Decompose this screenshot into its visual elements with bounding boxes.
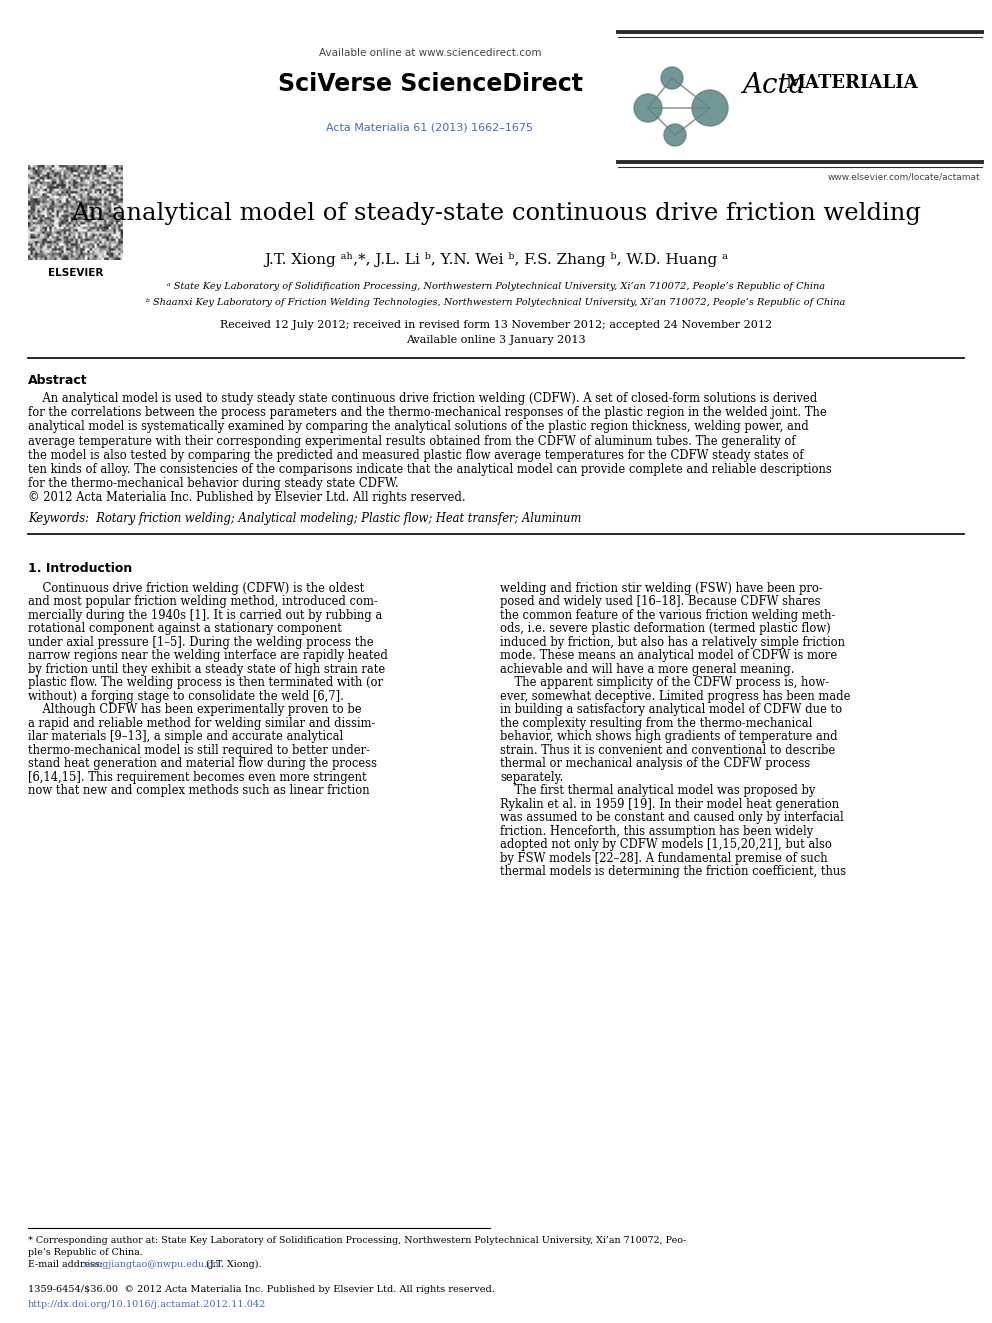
Text: * Corresponding author at: State Key Laboratory of Solidification Processing, No: * Corresponding author at: State Key Lab… [28, 1236, 686, 1245]
Text: xiongjiangtao@nwpu.edu.cn: xiongjiangtao@nwpu.edu.cn [83, 1259, 219, 1269]
Text: behavior, which shows high gradients of temperature and: behavior, which shows high gradients of … [500, 730, 837, 744]
Text: ilar materials [9–13], a simple and accurate analytical: ilar materials [9–13], a simple and accu… [28, 730, 343, 744]
Text: The first thermal analytical model was proposed by: The first thermal analytical model was p… [500, 785, 815, 796]
Text: ᵇ Shaanxi Key Laboratory of Friction Welding Technologies, Northwestern Polytech: ᵇ Shaanxi Key Laboratory of Friction Wel… [146, 298, 846, 307]
Text: friction. Henceforth, this assumption has been widely: friction. Henceforth, this assumption ha… [500, 824, 813, 837]
Text: the model is also tested by comparing the predicted and measured plastic flow av: the model is also tested by comparing th… [28, 448, 804, 462]
Text: by friction until they exhibit a steady state of high strain rate: by friction until they exhibit a steady … [28, 663, 385, 676]
Circle shape [664, 124, 686, 146]
Text: Acta: Acta [742, 71, 806, 99]
Text: ever, somewhat deceptive. Limited progress has been made: ever, somewhat deceptive. Limited progre… [500, 689, 850, 703]
Text: (J.T. Xiong).: (J.T. Xiong). [203, 1259, 262, 1269]
Text: achievable and will have a more general meaning.: achievable and will have a more general … [500, 663, 795, 676]
Circle shape [692, 90, 728, 126]
Text: Available online at www.sciencedirect.com: Available online at www.sciencedirect.co… [318, 48, 542, 58]
Text: ods, i.e. severe plastic deformation (termed plastic flow): ods, i.e. severe plastic deformation (te… [500, 622, 830, 635]
Text: 1359-6454/$36.00  © 2012 Acta Materialia Inc. Published by Elsevier Ltd. All rig: 1359-6454/$36.00 © 2012 Acta Materialia … [28, 1285, 495, 1294]
Text: thermo-mechanical model is still required to better under-: thermo-mechanical model is still require… [28, 744, 370, 757]
Text: Acta Materialia 61 (2013) 1662–1675: Acta Materialia 61 (2013) 1662–1675 [326, 122, 534, 132]
Text: rotational component against a stationary component: rotational component against a stationar… [28, 622, 342, 635]
Text: 1. Introduction: 1. Introduction [28, 561, 132, 574]
Text: mode. These means an analytical model of CDFW is more: mode. These means an analytical model of… [500, 650, 837, 662]
Text: thermal models is determining the friction coefficient, thus: thermal models is determining the fricti… [500, 865, 846, 878]
Text: stand heat generation and material flow during the process: stand heat generation and material flow … [28, 757, 377, 770]
Text: without) a forging stage to consolidate the weld [6,7].: without) a forging stage to consolidate … [28, 689, 344, 703]
Text: average temperature with their corresponding experimental results obtained from : average temperature with their correspon… [28, 434, 796, 447]
Circle shape [661, 67, 683, 89]
Text: SciVerse ScienceDirect: SciVerse ScienceDirect [278, 71, 582, 97]
Text: ᵃ State Key Laboratory of Solidification Processing, Northwestern Polytechnical : ᵃ State Key Laboratory of Solidification… [167, 282, 825, 291]
Text: posed and widely used [16–18]. Because CDFW shares: posed and widely used [16–18]. Because C… [500, 595, 820, 609]
Text: Available online 3 January 2013: Available online 3 January 2013 [406, 335, 586, 345]
Text: now that new and complex methods such as linear friction: now that new and complex methods such as… [28, 785, 370, 796]
Text: in building a satisfactory analytical model of CDFW due to: in building a satisfactory analytical mo… [500, 703, 842, 716]
Text: Rykalin et al. in 1959 [19]. In their model heat generation: Rykalin et al. in 1959 [19]. In their mo… [500, 798, 839, 811]
Text: MATERIALIA: MATERIALIA [785, 74, 918, 93]
Text: www.elsevier.com/locate/actamat: www.elsevier.com/locate/actamat [827, 172, 980, 181]
Text: An analytical model is used to study steady state continuous drive friction weld: An analytical model is used to study ste… [28, 392, 817, 405]
Text: mercially during the 1940s [1]. It is carried out by rubbing a: mercially during the 1940s [1]. It is ca… [28, 609, 382, 622]
Text: a rapid and reliable method for welding similar and dissim-: a rapid and reliable method for welding … [28, 717, 375, 729]
Text: ELSEVIER: ELSEVIER [48, 269, 103, 278]
Text: J.T. Xiong ᵃʰ,*, J.L. Li ᵇ, Y.N. Wei ᵇ, F.S. Zhang ᵇ, W.D. Huang ᵃ: J.T. Xiong ᵃʰ,*, J.L. Li ᵇ, Y.N. Wei ᵇ, … [264, 251, 728, 267]
Text: ten kinds of alloy. The consistencies of the comparisons indicate that the analy: ten kinds of alloy. The consistencies of… [28, 463, 831, 476]
Text: Although CDFW has been experimentally proven to be: Although CDFW has been experimentally pr… [28, 703, 362, 716]
Text: analytical model is systematically examined by comparing the analytical solution: analytical model is systematically exami… [28, 421, 808, 434]
Text: welding and friction stir welding (FSW) have been pro-: welding and friction stir welding (FSW) … [500, 582, 822, 594]
Text: An analytical model of steady-state continuous drive friction welding: An analytical model of steady-state cont… [71, 202, 921, 225]
Text: separately.: separately. [500, 770, 563, 783]
Text: the common feature of the various friction welding meth-: the common feature of the various fricti… [500, 609, 835, 622]
Text: narrow regions near the welding interface are rapidly heated: narrow regions near the welding interfac… [28, 650, 388, 662]
Text: [6,14,15]. This requirement becomes even more stringent: [6,14,15]. This requirement becomes even… [28, 770, 367, 783]
Text: by FSW models [22–28]. A fundamental premise of such: by FSW models [22–28]. A fundamental pre… [500, 852, 827, 865]
Text: thermal or mechanical analysis of the CDFW process: thermal or mechanical analysis of the CD… [500, 757, 810, 770]
Text: for the correlations between the process parameters and the thermo-mechanical re: for the correlations between the process… [28, 406, 826, 419]
Text: The apparent simplicity of the CDFW process is, how-: The apparent simplicity of the CDFW proc… [500, 676, 829, 689]
Text: Keywords:  Rotary friction welding; Analytical modeling; Plastic flow; Heat tran: Keywords: Rotary friction welding; Analy… [28, 512, 581, 525]
Text: © 2012 Acta Materialia Inc. Published by Elsevier Ltd. All rights reserved.: © 2012 Acta Materialia Inc. Published by… [28, 491, 465, 504]
Text: Continuous drive friction welding (CDFW) is the oldest: Continuous drive friction welding (CDFW)… [28, 582, 364, 594]
Text: E-mail address:: E-mail address: [28, 1259, 106, 1269]
Circle shape [634, 94, 662, 122]
Text: strain. Thus it is convenient and conventional to describe: strain. Thus it is convenient and conven… [500, 744, 835, 757]
Text: Received 12 July 2012; received in revised form 13 November 2012; accepted 24 No: Received 12 July 2012; received in revis… [220, 320, 772, 329]
Text: http://dx.doi.org/10.1016/j.actamat.2012.11.042: http://dx.doi.org/10.1016/j.actamat.2012… [28, 1301, 267, 1308]
Text: ple’s Republic of China.: ple’s Republic of China. [28, 1248, 143, 1257]
Text: induced by friction, but also has a relatively simple friction: induced by friction, but also has a rela… [500, 635, 845, 648]
Text: plastic flow. The welding process is then terminated with (or: plastic flow. The welding process is the… [28, 676, 383, 689]
Text: adopted not only by CDFW models [1,15,20,21], but also: adopted not only by CDFW models [1,15,20… [500, 837, 832, 851]
Text: and most popular friction welding method, introduced com-: and most popular friction welding method… [28, 595, 378, 609]
Text: for the thermo-mechanical behavior during steady state CDFW.: for the thermo-mechanical behavior durin… [28, 478, 399, 491]
Text: was assumed to be constant and caused only by interfacial: was assumed to be constant and caused on… [500, 811, 844, 824]
Text: the complexity resulting from the thermo-mechanical: the complexity resulting from the thermo… [500, 717, 812, 729]
Text: under axial pressure [1–5]. During the welding process the: under axial pressure [1–5]. During the w… [28, 635, 374, 648]
Text: Abstract: Abstract [28, 374, 87, 388]
